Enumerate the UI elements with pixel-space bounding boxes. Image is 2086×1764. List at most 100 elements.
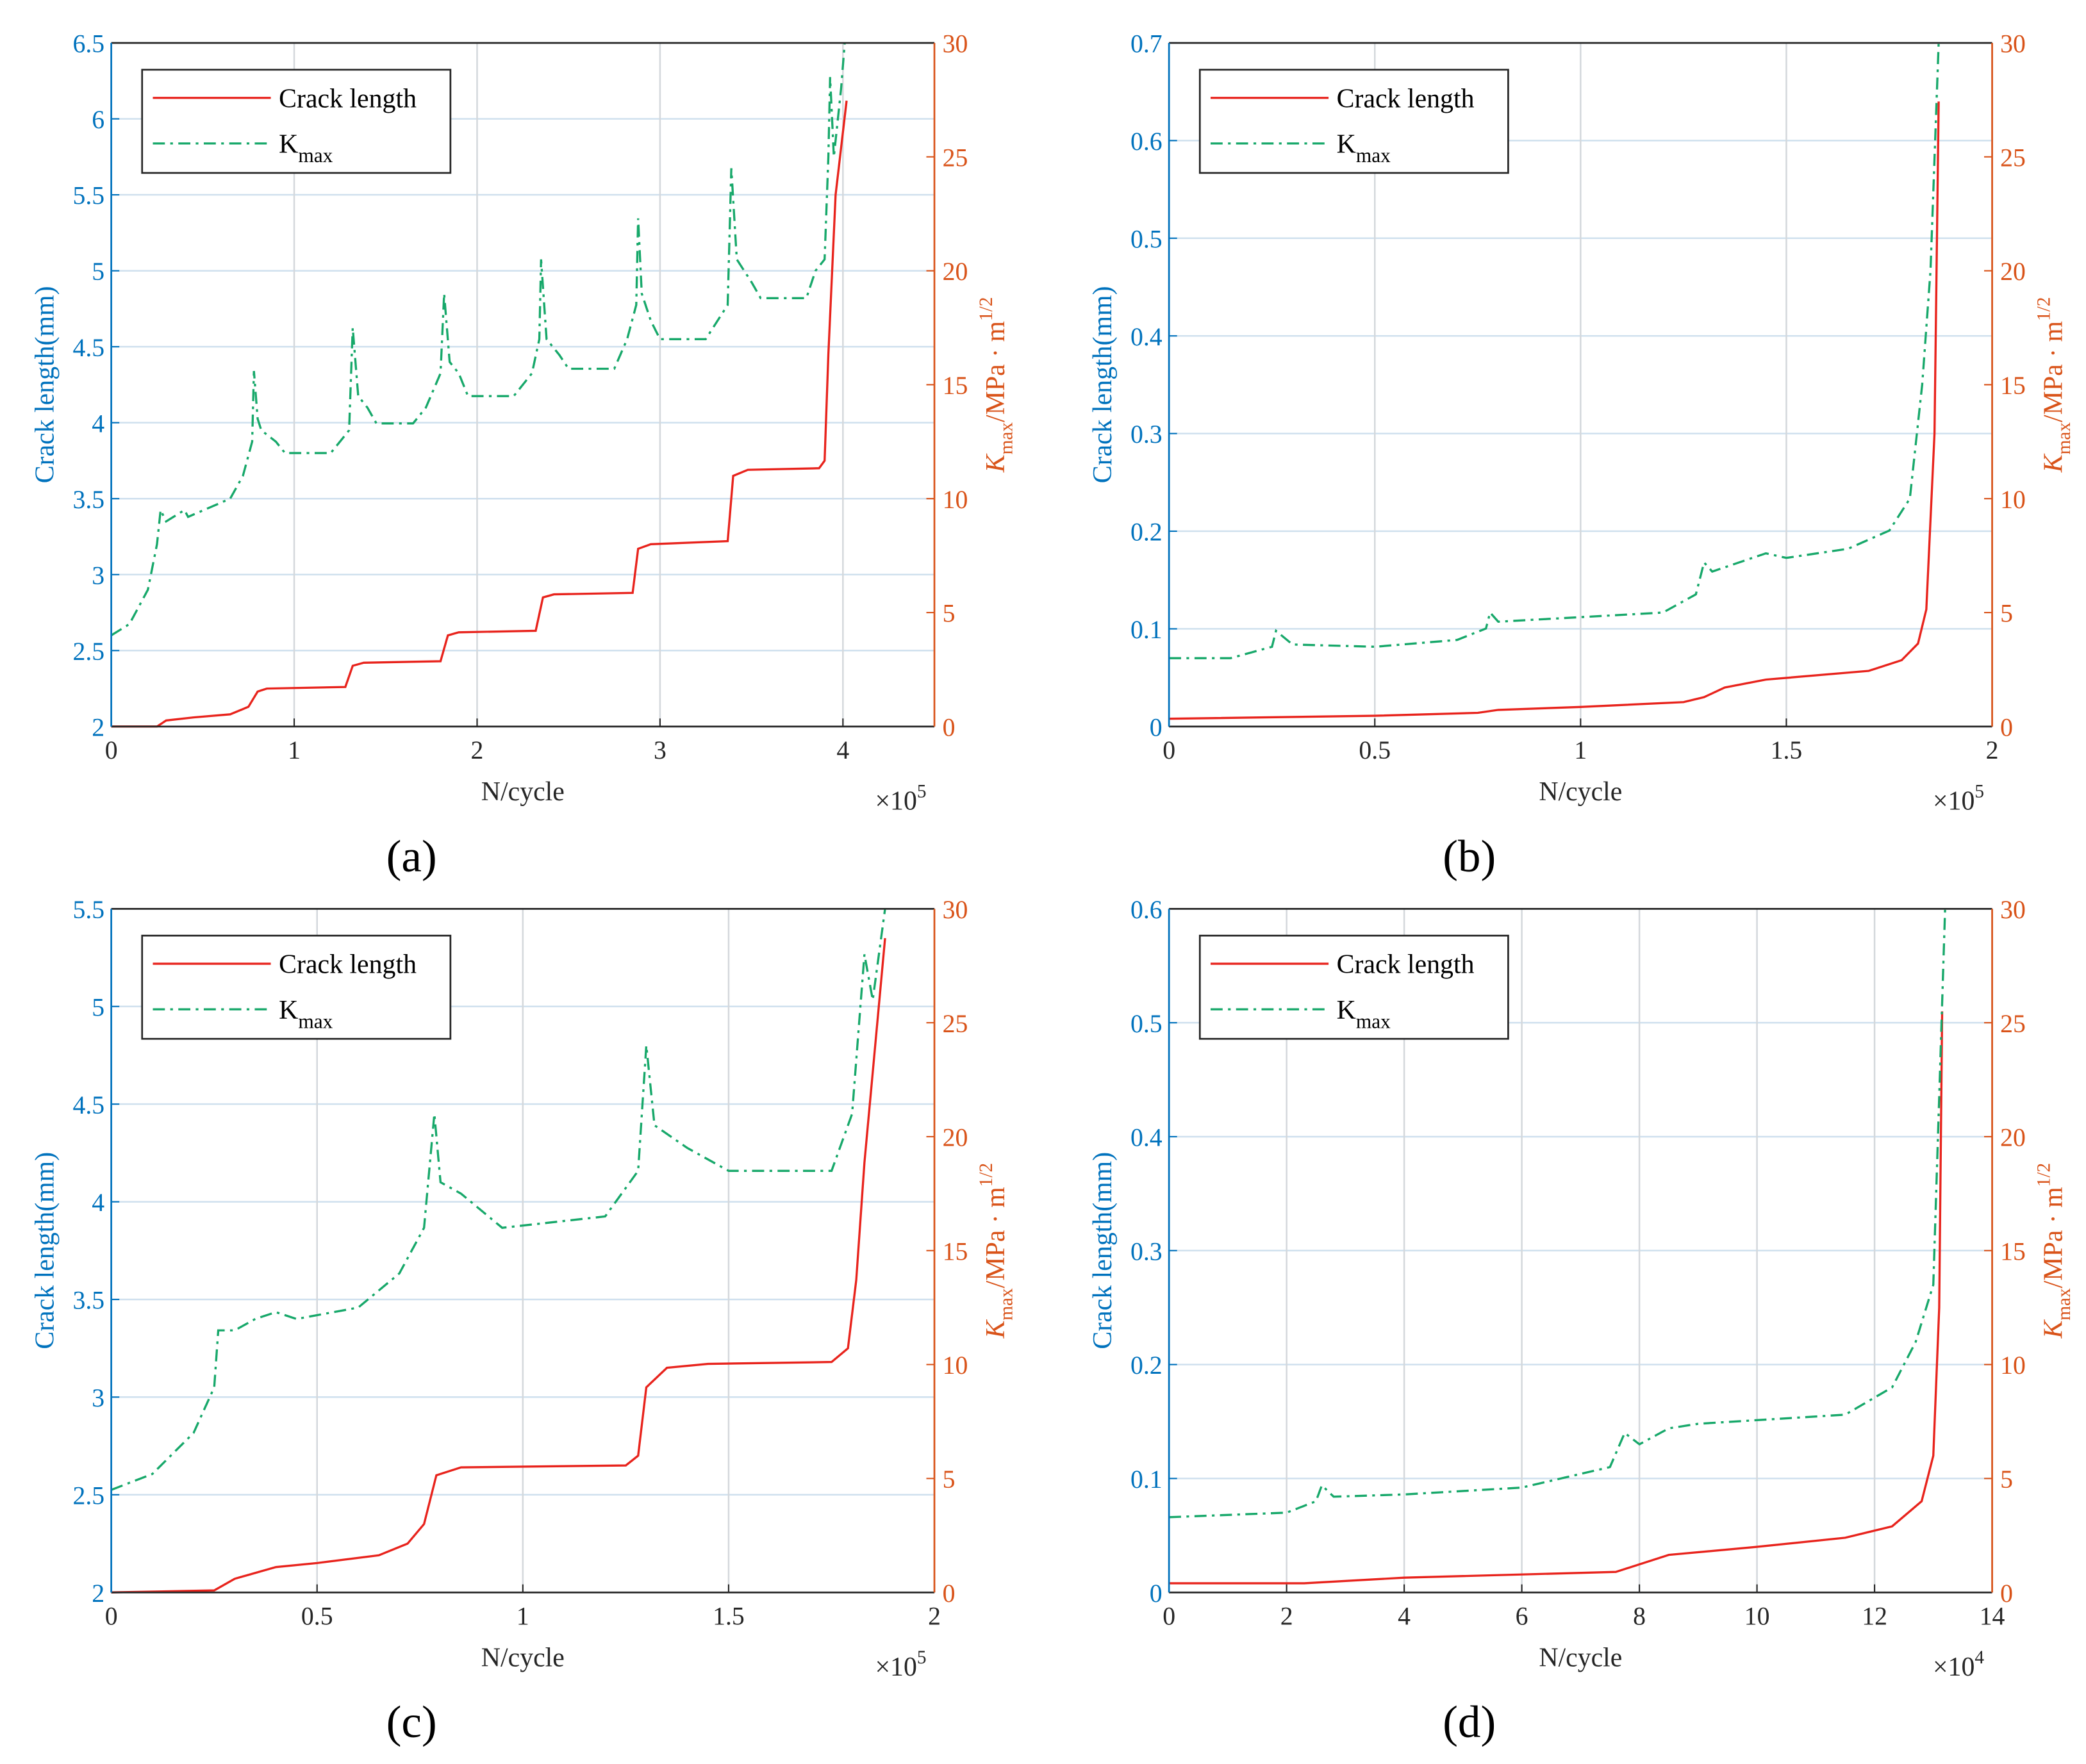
legend-name: K: [1337, 130, 1356, 160]
left-tick-label: 0.4: [1130, 1124, 1163, 1152]
right-tick-label: 30: [943, 30, 968, 58]
legend: Crack length Kmax: [1198, 69, 1509, 174]
left-tick-label: 3: [92, 1384, 104, 1412]
x-tick-label: 2: [471, 736, 484, 764]
x-tick-label: 1: [288, 736, 301, 764]
crack-length-line: [111, 937, 886, 1594]
right-tick-label: 20: [943, 258, 968, 286]
x-multiplier-base: ×10: [1933, 1653, 1974, 1682]
legend-label: Crack length: [279, 84, 417, 113]
right-tick-label: 25: [2000, 1010, 2026, 1038]
x-multiplier: ×105: [875, 1647, 926, 1682]
left-tick-label: 0.2: [1130, 1351, 1163, 1380]
x-multiplier-exp: 5: [917, 1647, 927, 1668]
legend-subscript: max: [1356, 1010, 1391, 1033]
x-axis-label: N/cycle: [1539, 1643, 1622, 1672]
x-tick-label: 1.5: [1771, 736, 1803, 764]
right-tick-label: 25: [943, 144, 968, 172]
kmax-line: [110, 42, 846, 637]
right-tick-label: 5: [2000, 600, 2013, 628]
left-tick-label: 0.3: [1130, 420, 1163, 449]
legend-label: Crack length: [1337, 84, 1475, 113]
legend-name: K: [279, 996, 298, 1025]
x-tick-label: 6: [1516, 1602, 1528, 1630]
right-tick-label: 30: [943, 896, 968, 924]
x-tick-label: 4: [1398, 1602, 1411, 1630]
x-axis-label: N/cycle: [481, 777, 565, 807]
legend-box: [1198, 934, 1509, 1040]
unit-exponent: 1/2: [2034, 1163, 2055, 1187]
panel-label: (d): [1443, 1697, 1496, 1747]
unit: /MPa · m: [981, 321, 1011, 422]
k-subscript: max: [996, 1288, 1016, 1321]
right-tick-label: 10: [2000, 486, 2026, 514]
x-tick-label: 0: [1163, 1602, 1175, 1630]
x-tick-label: 14: [1980, 1602, 2005, 1630]
panel-c: 22.533.544.555.50 0.5 1 1.5 2051015202530N/c…: [31, 896, 1017, 1747]
legend-subscript: max: [1356, 144, 1391, 167]
right-tick-label: 15: [2000, 1237, 2026, 1265]
right-tick-label: 0: [2000, 1579, 2013, 1608]
left-tick-label: 6: [92, 106, 104, 134]
legend-box: [141, 934, 452, 1040]
left-tick-label: 4.5: [72, 1091, 104, 1119]
x-tick-label: 1.5: [713, 1602, 745, 1630]
x-tick-label: 12: [1862, 1602, 1887, 1630]
k-symbol: K: [981, 453, 1011, 473]
left-tick-label: 0: [1150, 713, 1163, 741]
right-tick-label: 10: [943, 1351, 968, 1380]
right-tick-label: 20: [2000, 258, 2026, 286]
left-tick-label: 5: [92, 258, 104, 286]
legend-name: Crack length: [279, 84, 417, 113]
left-tick-label: 0.3: [1130, 1237, 1163, 1265]
x-tick-label: 4: [836, 736, 849, 764]
right-tick-label: 30: [2000, 30, 2026, 58]
right-tick-label: 0: [2000, 713, 2013, 741]
x-tick-label: 0: [105, 736, 118, 764]
legend-label: Kmax: [1337, 130, 1391, 167]
x-multiplier-exp: 4: [1974, 1647, 1984, 1668]
k-symbol: K: [2039, 453, 2068, 473]
legend-name: Crack length: [1337, 84, 1475, 113]
x-tick-label: 8: [1633, 1602, 1646, 1630]
legend-box: [1198, 69, 1509, 174]
x-tick-label: 2: [1986, 736, 1999, 764]
legend-label: Kmax: [279, 996, 333, 1033]
left-tick-label: 2: [92, 1579, 104, 1608]
right-tick-label: 20: [943, 1124, 968, 1152]
legend-name: Crack length: [279, 950, 417, 980]
left-tick-label: 0.6: [1130, 896, 1163, 924]
right-y-axis-label: Kmax/MPa · m1/2: [2034, 1163, 2074, 1339]
right-tick-label: 5: [2000, 1465, 2013, 1494]
legend-name: K: [1337, 996, 1356, 1025]
legend: Crack length Kmax: [141, 934, 452, 1040]
legend-box: [141, 69, 452, 174]
right-tick-label: 30: [2000, 896, 2026, 924]
left-tick-label: 0.6: [1130, 128, 1163, 156]
legend-label: Kmax: [1337, 996, 1391, 1033]
x-tick-label: 0: [1163, 736, 1175, 764]
left-tick-label: 2.5: [72, 1481, 104, 1510]
left-tick-label: 3: [92, 561, 104, 589]
legend-label: Crack length: [1337, 950, 1475, 980]
left-tick-label: 4: [92, 409, 104, 438]
x-tick-label: 0.5: [1359, 736, 1391, 764]
legend-name: K: [279, 130, 298, 160]
right-tick-label: 5: [943, 600, 956, 628]
left-tick-label: 3.5: [72, 1287, 104, 1315]
panel-b: 00.10.20.30.40.50.60.70 0.5 1 1.5 2051015202…: [1088, 30, 2074, 882]
left-tick-label: 5.5: [72, 182, 104, 210]
right-tick-label: 10: [943, 486, 968, 514]
x-multiplier-base: ×10: [875, 1653, 916, 1682]
right-tick-label: 25: [943, 1010, 968, 1038]
right-tick-label: 15: [943, 372, 968, 400]
unit-exponent: 1/2: [2034, 297, 2055, 321]
left-tick-label: 6.5: [72, 30, 104, 58]
legend-label: Kmax: [279, 130, 333, 167]
unit: /MPa · m: [2039, 321, 2068, 422]
crack-length-line: [111, 100, 848, 728]
x-multiplier-base: ×10: [875, 787, 916, 816]
x-tick-label: 0: [105, 1602, 118, 1630]
x-multiplier-exp: 5: [1974, 782, 1984, 802]
